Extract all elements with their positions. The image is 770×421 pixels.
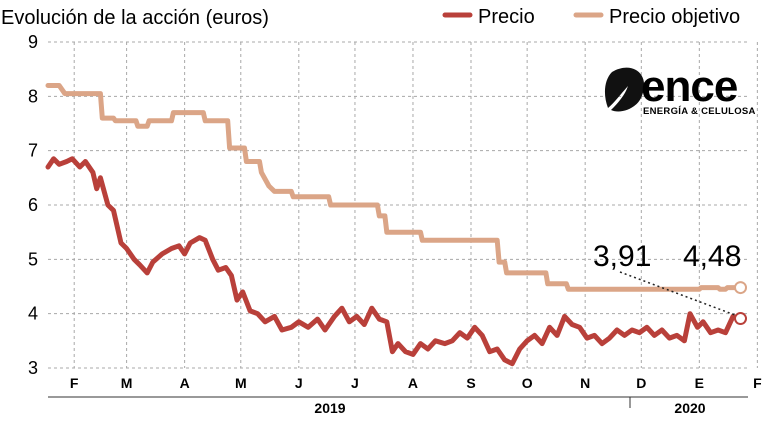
annotation-leader-line [619, 271, 737, 317]
month-label: F [70, 375, 79, 391]
month-label: J [351, 375, 359, 391]
series-line-objetivo [45, 83, 743, 292]
leaf-icon [604, 67, 645, 112]
month-label: N [580, 375, 590, 391]
month-label: E [695, 375, 704, 391]
y-tick-label: 6 [28, 195, 38, 215]
series-endpoint-precio [734, 312, 748, 326]
y-tick-label: 3 [28, 358, 38, 378]
month-label: F [753, 375, 762, 391]
annotation-objetivo-value: 4,48 [683, 240, 741, 273]
year-label-2020: 2020 [674, 400, 705, 416]
y-tick-label: 8 [28, 86, 38, 106]
month-label: M [121, 375, 133, 391]
month-label: S [466, 375, 475, 391]
y-tick-label: 9 [28, 32, 38, 52]
y-tick-label: 7 [28, 141, 38, 161]
grid [48, 41, 758, 369]
annotations: 3,91 4,48 [593, 240, 741, 317]
series-line-precio [45, 156, 743, 367]
legend-label-objetivo: Precio objetivo [609, 6, 740, 28]
month-label: D [636, 375, 646, 391]
month-label: A [180, 375, 190, 391]
legend-label-precio: Precio [478, 6, 535, 28]
month-label: M [235, 375, 247, 391]
y-tick-label: 4 [28, 304, 38, 324]
legend: Precio Precio objetivo [442, 6, 740, 28]
month-label: O [522, 375, 533, 391]
annotation-precio-value: 3,91 [593, 240, 651, 273]
logo-subtitle: ENERGÍA & CELULOSA [643, 106, 756, 117]
y-tick-label: 5 [28, 249, 38, 269]
month-label: J [295, 375, 303, 391]
series-endpoint-objetivo [734, 281, 748, 295]
logo-wordmark: ence [641, 62, 737, 111]
month-label: A [408, 375, 418, 391]
y-axis-ticks: 9 8 7 6 5 4 3 [28, 32, 38, 378]
x-axis: 2019 2020 F M A M J J A S O N D E F [48, 375, 762, 416]
year-label-2019: 2019 [314, 400, 345, 416]
series-group [45, 83, 748, 367]
chart-title: Evolución de la acción (euros) [1, 7, 269, 29]
company-logo: ence ENERGÍA & CELULOSA [604, 62, 756, 117]
